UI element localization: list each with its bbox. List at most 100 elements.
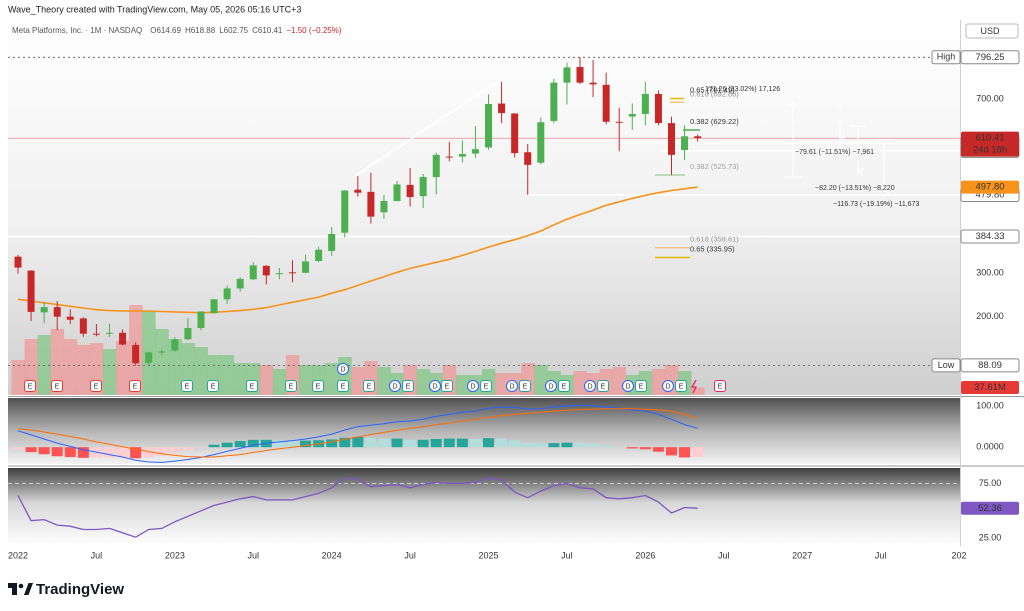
logo-shape bbox=[24, 583, 33, 595]
dividend-marker bbox=[506, 380, 518, 392]
logo-shape bbox=[12, 583, 17, 595]
fib-label: 0.65 (335.95) bbox=[690, 245, 735, 254]
event-label: E bbox=[562, 383, 567, 390]
x-tick-label: Jul bbox=[875, 550, 887, 560]
earnings-marker bbox=[363, 380, 375, 392]
y-tick-label: 100.00 bbox=[976, 401, 1004, 411]
macd-histogram-bar bbox=[38, 447, 50, 455]
measure-arrow-head bbox=[788, 100, 798, 109]
event-label: D bbox=[665, 383, 670, 390]
price-badge bbox=[961, 131, 1019, 145]
dividend-marker bbox=[429, 380, 441, 392]
candle-body bbox=[681, 136, 689, 151]
candle-body bbox=[92, 333, 100, 335]
macd-histogram-bar bbox=[483, 438, 495, 448]
volume-bar bbox=[612, 367, 627, 395]
rsi-plot bbox=[8, 477, 960, 539]
macd-histogram-bar bbox=[535, 443, 547, 448]
moving-average bbox=[17, 186, 698, 314]
ohlc-letter: C bbox=[252, 26, 258, 35]
fib-label: 0.65 (701.49) bbox=[690, 86, 735, 95]
event-label: D bbox=[470, 383, 475, 390]
candle-body bbox=[66, 316, 74, 320]
candle-body bbox=[615, 121, 623, 123]
macd-histogram-bar bbox=[666, 447, 677, 456]
candle-body bbox=[393, 184, 401, 201]
event-label: E bbox=[316, 383, 321, 390]
candle-body bbox=[105, 332, 113, 334]
candle-body bbox=[236, 278, 244, 289]
macd-histogram-bar bbox=[117, 447, 129, 458]
fib-label: 0.618 (692.86) bbox=[690, 89, 739, 98]
macd-histogram-bar bbox=[496, 438, 508, 448]
candle-body bbox=[498, 103, 506, 114]
x-tick-label: 2027 bbox=[792, 550, 812, 560]
price-badge bbox=[961, 380, 1019, 394]
candle-body bbox=[158, 351, 166, 353]
ohlc-letter: L bbox=[219, 26, 224, 35]
fib-label: 0.618 (358.61) bbox=[690, 235, 739, 244]
volume-bar bbox=[50, 329, 65, 395]
event-label: E bbox=[718, 383, 723, 390]
y-tick-label: 300.00 bbox=[976, 268, 1004, 278]
candle-body bbox=[654, 93, 662, 124]
price-badge-label: 384.33 bbox=[975, 231, 1004, 242]
event-label: D bbox=[548, 383, 553, 390]
macd-histogram-bar bbox=[352, 436, 364, 448]
candle-body bbox=[471, 149, 479, 154]
event-label: D bbox=[392, 383, 397, 390]
earnings-marker bbox=[90, 380, 102, 392]
dividend-marker bbox=[467, 380, 479, 392]
earnings-marker bbox=[312, 380, 324, 392]
macd-histogram-bar bbox=[77, 447, 89, 458]
logo-shape bbox=[18, 583, 24, 589]
macd-histogram-bar bbox=[652, 447, 664, 452]
candle-body bbox=[511, 113, 519, 154]
event-label: E bbox=[484, 383, 489, 390]
x-tick-label: 2022 bbox=[8, 550, 28, 560]
currency-badge bbox=[965, 23, 1019, 39]
candle-body bbox=[589, 82, 597, 85]
x-tick-label: Jul bbox=[91, 550, 103, 560]
candle-body bbox=[367, 191, 375, 217]
ohlc-letter: H bbox=[185, 26, 191, 35]
volume-bar bbox=[259, 365, 274, 395]
earnings-marker bbox=[24, 380, 36, 392]
event-label: E bbox=[445, 383, 450, 390]
macd-histogram-bar bbox=[51, 447, 63, 457]
candle-body bbox=[275, 273, 283, 275]
macd-histogram-bar bbox=[600, 445, 612, 448]
measure-label: −79.61 (−11.51%) −7,961 bbox=[795, 149, 874, 156]
volume-bar bbox=[299, 365, 313, 395]
candle-body bbox=[184, 328, 192, 340]
volume-bar bbox=[76, 345, 91, 395]
event-label: E bbox=[133, 383, 138, 390]
candle-body bbox=[524, 152, 532, 165]
earnings-marker bbox=[181, 380, 193, 392]
candle-body bbox=[354, 189, 362, 193]
earnings-marker bbox=[246, 380, 258, 392]
macd-line bbox=[17, 404, 698, 463]
price-badge-label: 796.25 bbox=[975, 52, 1004, 63]
drawings bbox=[354, 79, 892, 394]
earnings-marker bbox=[558, 380, 570, 392]
ohlc-value: 614.69 bbox=[156, 26, 181, 35]
volume-bar bbox=[155, 329, 169, 395]
event-label: E bbox=[55, 383, 60, 390]
event-label: E bbox=[94, 383, 99, 390]
macd-histogram-bar bbox=[587, 443, 599, 448]
ohlc-value: 602.75 bbox=[224, 26, 249, 35]
candle-body bbox=[602, 84, 610, 122]
event-label: E bbox=[679, 383, 684, 390]
candle-body bbox=[485, 103, 493, 148]
candle-body bbox=[432, 154, 440, 178]
event-label: D bbox=[340, 366, 345, 373]
symbol-name: Meta Platforms, Inc. · 1M · NASDAQ bbox=[12, 26, 142, 35]
macd-histogram-bar bbox=[456, 438, 468, 448]
macd-plot bbox=[12, 404, 704, 463]
price-badge-label: 88.09 bbox=[978, 360, 1002, 371]
fib-label: 0.382 (525.73) bbox=[690, 162, 739, 171]
earnings-marker bbox=[675, 380, 687, 392]
macd-histogram-bar bbox=[430, 438, 442, 448]
candle-body bbox=[563, 67, 571, 83]
